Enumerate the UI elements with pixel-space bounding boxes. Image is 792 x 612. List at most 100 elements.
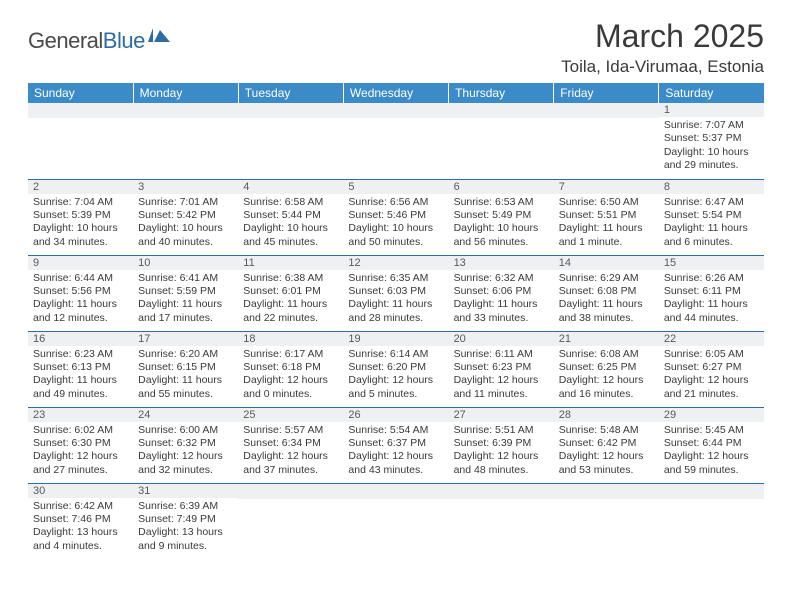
day-content: Sunrise: 5:48 AMSunset: 6:42 PMDaylight:… [554,422,659,481]
day-number-empty [554,103,659,118]
day-number: 1 [659,103,764,117]
day-number: 16 [28,332,133,346]
weekday-header: Monday [133,83,238,103]
day-number-empty [449,484,554,499]
calendar-cell: 11Sunrise: 6:38 AMSunset: 6:01 PMDayligh… [238,255,343,331]
day-content: Sunrise: 6:23 AMSunset: 6:13 PMDaylight:… [28,346,133,405]
calendar-cell-empty [554,103,659,179]
calendar-cell: 8Sunrise: 6:47 AMSunset: 5:54 PMDaylight… [659,179,764,255]
calendar-row: 1Sunrise: 7:07 AMSunset: 5:37 PMDaylight… [28,103,764,179]
day-content: Sunrise: 6:56 AMSunset: 5:46 PMDaylight:… [343,194,448,253]
day-number-empty [133,103,238,118]
calendar-cell-empty [449,483,554,559]
calendar-cell: 24Sunrise: 6:00 AMSunset: 6:32 PMDayligh… [133,407,238,483]
day-number: 11 [238,256,343,270]
day-content: Sunrise: 6:32 AMSunset: 6:06 PMDaylight:… [449,270,554,329]
day-content: Sunrise: 6:44 AMSunset: 5:56 PMDaylight:… [28,270,133,329]
calendar-cell: 23Sunrise: 6:02 AMSunset: 6:30 PMDayligh… [28,407,133,483]
calendar-cell: 25Sunrise: 5:57 AMSunset: 6:34 PMDayligh… [238,407,343,483]
calendar-cell: 27Sunrise: 5:51 AMSunset: 6:39 PMDayligh… [449,407,554,483]
day-number: 4 [238,180,343,194]
day-content: Sunrise: 6:50 AMSunset: 5:51 PMDaylight:… [554,194,659,253]
day-number: 29 [659,408,764,422]
day-number-empty [659,484,764,499]
calendar-cell: 3Sunrise: 7:01 AMSunset: 5:42 PMDaylight… [133,179,238,255]
month-title: March 2025 [561,18,764,55]
day-number: 8 [659,180,764,194]
day-number: 27 [449,408,554,422]
calendar-row: 9Sunrise: 6:44 AMSunset: 5:56 PMDaylight… [28,255,764,331]
calendar-cell: 31Sunrise: 6:39 AMSunset: 7:49 PMDayligh… [133,483,238,559]
day-content: Sunrise: 5:51 AMSunset: 6:39 PMDaylight:… [449,422,554,481]
day-content: Sunrise: 6:05 AMSunset: 6:27 PMDaylight:… [659,346,764,405]
day-number: 31 [133,484,238,498]
day-content: Sunrise: 6:08 AMSunset: 6:25 PMDaylight:… [554,346,659,405]
day-number: 3 [133,180,238,194]
calendar-cell: 22Sunrise: 6:05 AMSunset: 6:27 PMDayligh… [659,331,764,407]
header: GeneralBlue March 2025 Toila, Ida-Viruma… [28,18,764,77]
calendar-cell-empty [343,103,448,179]
calendar-cell: 2Sunrise: 7:04 AMSunset: 5:39 PMDaylight… [28,179,133,255]
calendar-cell: 16Sunrise: 6:23 AMSunset: 6:13 PMDayligh… [28,331,133,407]
day-number: 21 [554,332,659,346]
calendar-cell: 5Sunrise: 6:56 AMSunset: 5:46 PMDaylight… [343,179,448,255]
weekday-header: Wednesday [343,83,448,103]
day-number: 6 [449,180,554,194]
weekday-header: Sunday [28,83,133,103]
location: Toila, Ida-Virumaa, Estonia [561,57,764,77]
day-content: Sunrise: 6:58 AMSunset: 5:44 PMDaylight:… [238,194,343,253]
day-content: Sunrise: 6:39 AMSunset: 7:49 PMDaylight:… [133,498,238,557]
weekday-header: Saturday [659,83,764,103]
day-number: 10 [133,256,238,270]
weekday-header: Tuesday [238,83,343,103]
calendar-cell: 18Sunrise: 6:17 AMSunset: 6:18 PMDayligh… [238,331,343,407]
day-number: 17 [133,332,238,346]
calendar-cell: 13Sunrise: 6:32 AMSunset: 6:06 PMDayligh… [449,255,554,331]
day-content: Sunrise: 6:26 AMSunset: 6:11 PMDaylight:… [659,270,764,329]
calendar-cell-empty [343,483,448,559]
calendar-cell: 20Sunrise: 6:11 AMSunset: 6:23 PMDayligh… [449,331,554,407]
day-number: 12 [343,256,448,270]
weekday-header-row: SundayMondayTuesdayWednesdayThursdayFrid… [28,83,764,103]
day-number: 19 [343,332,448,346]
day-content: Sunrise: 6:17 AMSunset: 6:18 PMDaylight:… [238,346,343,405]
day-number: 20 [449,332,554,346]
calendar-cell-empty [659,483,764,559]
day-number: 18 [238,332,343,346]
weekday-header: Thursday [449,83,554,103]
day-content: Sunrise: 7:04 AMSunset: 5:39 PMDaylight:… [28,194,133,253]
calendar-cell: 9Sunrise: 6:44 AMSunset: 5:56 PMDaylight… [28,255,133,331]
day-content: Sunrise: 7:07 AMSunset: 5:37 PMDaylight:… [659,117,764,176]
calendar-cell-empty [133,103,238,179]
calendar-row: 30Sunrise: 6:42 AMSunset: 7:46 PMDayligh… [28,483,764,559]
day-content: Sunrise: 6:53 AMSunset: 5:49 PMDaylight:… [449,194,554,253]
day-content: Sunrise: 5:57 AMSunset: 6:34 PMDaylight:… [238,422,343,481]
calendar-cell: 10Sunrise: 6:41 AMSunset: 5:59 PMDayligh… [133,255,238,331]
day-number: 15 [659,256,764,270]
day-number: 5 [343,180,448,194]
day-number-empty [449,103,554,118]
logo-flag-icon [148,28,174,51]
calendar-row: 2Sunrise: 7:04 AMSunset: 5:39 PMDaylight… [28,179,764,255]
calendar-cell-empty [238,483,343,559]
day-number-empty [238,484,343,499]
calendar-row: 16Sunrise: 6:23 AMSunset: 6:13 PMDayligh… [28,331,764,407]
calendar-cell-empty [554,483,659,559]
day-number-empty [28,103,133,118]
day-content: Sunrise: 6:35 AMSunset: 6:03 PMDaylight:… [343,270,448,329]
day-content: Sunrise: 6:29 AMSunset: 6:08 PMDaylight:… [554,270,659,329]
day-number: 28 [554,408,659,422]
calendar-cell-empty [449,103,554,179]
day-content: Sunrise: 6:41 AMSunset: 5:59 PMDaylight:… [133,270,238,329]
weekday-header: Friday [554,83,659,103]
day-number: 2 [28,180,133,194]
day-number: 22 [659,332,764,346]
calendar-row: 23Sunrise: 6:02 AMSunset: 6:30 PMDayligh… [28,407,764,483]
day-content: Sunrise: 6:11 AMSunset: 6:23 PMDaylight:… [449,346,554,405]
logo-text-dark: General [28,28,103,54]
calendar-cell: 21Sunrise: 6:08 AMSunset: 6:25 PMDayligh… [554,331,659,407]
logo: GeneralBlue [28,28,174,54]
day-number-empty [343,103,448,118]
calendar-cell: 28Sunrise: 5:48 AMSunset: 6:42 PMDayligh… [554,407,659,483]
calendar-cell: 1Sunrise: 7:07 AMSunset: 5:37 PMDaylight… [659,103,764,179]
